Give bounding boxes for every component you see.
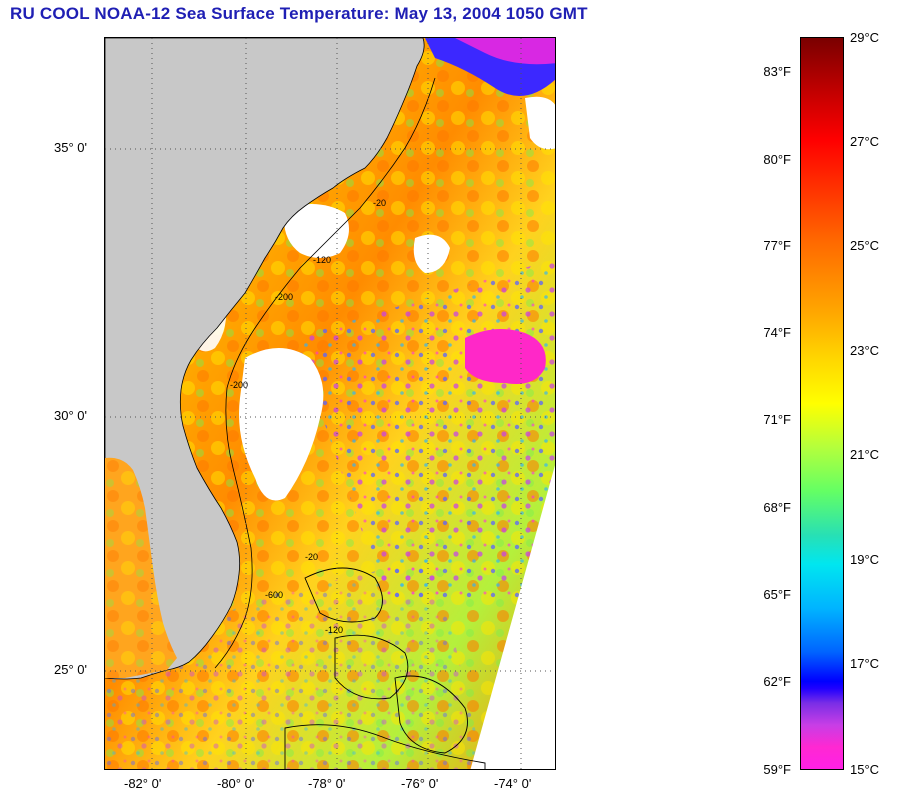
colorbar-celsius-label: 15°C [850,762,880,777]
no-data-swath [470,465,555,769]
colorbar-fahrenheit-label: 80°F [763,152,791,167]
isobath-label: -200 [230,380,248,390]
longitude-label-78: -78° 0' [308,776,346,791]
colorbar-celsius-label: 17°C [850,656,880,671]
cuba-coast [284,724,486,769]
gulf-texture [105,457,177,678]
latitude-label-35: 35° 0' [54,140,87,155]
isobath-label: -600 [265,590,283,600]
cloud-mask-central [239,348,324,501]
isobath-label: -20 [305,552,318,562]
latitude-label-30: 30° 0' [54,408,87,423]
temperature-colorbar [800,37,844,770]
cloud-mask-ne [525,96,555,150]
land-mass [105,38,425,680]
cloud-mask-east [413,234,450,273]
colorbar-celsius-label: 25°C [850,238,880,253]
isobath-label: -20 [373,198,386,208]
cloud-mask-north [284,204,349,258]
map-gridlines [105,38,555,769]
colorbar-fahrenheit-label: 68°F [763,500,791,515]
colorbar-celsius-label: 27°C [850,134,880,149]
colorbar-fahrenheit-label: 59°F [763,762,791,777]
colorbar-fahrenheit-label: 65°F [763,587,791,602]
colorbar-fahrenheit-label: 83°F [763,64,791,79]
longitude-label-74: -74° 0' [494,776,532,791]
longitude-label-76: -76° 0' [401,776,439,791]
latitude-label-25: 25° 0' [54,662,87,677]
page-title: RU COOL NOAA-12 Sea Surface Temperature:… [10,4,588,23]
colorbar-fahrenheit-label: 77°F [763,238,791,253]
colorbar-celsius-label: 19°C [850,552,880,567]
colorbar-fahrenheit-label: 74°F [763,325,791,340]
sst-map-canvas: -20 -120 -200 -200 -20 -600 -120 [105,38,555,769]
longitude-label-80: -80° 0' [217,776,255,791]
cool-speckle-region-south [105,558,485,769]
isobath-label: -120 [325,625,343,635]
colorbar-fahrenheit-label: 62°F [763,674,791,689]
colorbar-celsius-label: 23°C [850,343,880,358]
bahamas-bank-2 [334,634,409,700]
shelf-isobath [214,77,436,669]
bahamas-bank [304,567,383,623]
longitude-label-82: -82° 0' [124,776,162,791]
northeast-magenta-water [455,38,555,65]
cold-eddy [465,329,546,384]
bahamas-bank-3 [394,675,468,754]
sst-map: -20 -120 -200 -200 -20 -600 -120 [104,37,556,770]
colorbar-fahrenheit-label: 71°F [763,412,791,427]
isobath-label: -200 [275,292,293,302]
isobath-label: -120 [313,255,331,265]
colorbar-celsius-label: 29°C [850,30,880,45]
colorbar-celsius-label: 21°C [850,447,880,462]
